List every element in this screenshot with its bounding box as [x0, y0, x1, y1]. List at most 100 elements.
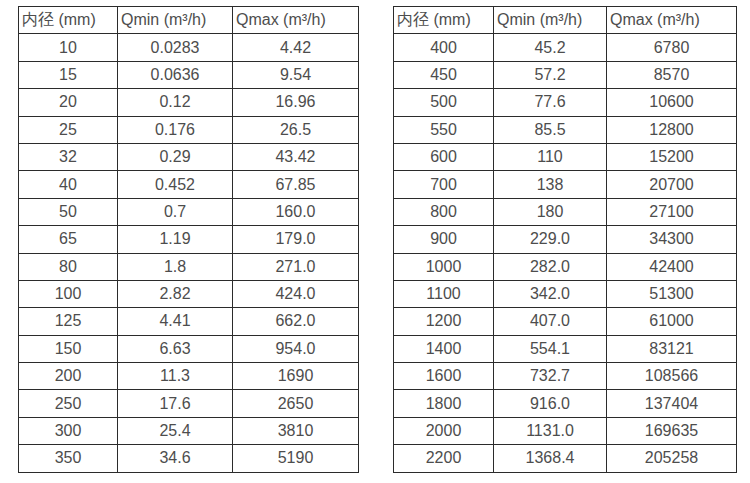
table-row: 80018027100 [394, 198, 737, 225]
table-row: 250.17626.5 [19, 116, 359, 143]
table-cell: 10600 [607, 89, 737, 116]
table-cell: 4.42 [233, 34, 359, 61]
table-cell: 1.8 [118, 253, 233, 280]
table-row: 55085.512800 [394, 116, 737, 143]
table-cell: 0.29 [118, 143, 233, 170]
table-cell: 160.0 [233, 198, 359, 225]
page: 内径 (mm) Qmin (m³/h) Qmax (m³/h) 100.0283… [0, 0, 750, 483]
table-header: 内径 (mm) Qmin (m³/h) Qmax (m³/h) [394, 7, 737, 34]
table-cell: 32 [19, 143, 118, 170]
table-row: 400.45267.85 [19, 171, 359, 198]
table-body: 40045.2678045057.2857050077.61060055085.… [394, 34, 737, 472]
table-cell: 900 [394, 226, 494, 253]
table-cell: 17.6 [118, 390, 233, 417]
table-cell: 3810 [233, 417, 359, 444]
table-row: 70013820700 [394, 171, 737, 198]
table-cell: 205258 [607, 445, 737, 472]
table-cell: 1800 [394, 390, 494, 417]
table-cell: 108566 [607, 363, 737, 390]
table-header: 内径 (mm) Qmin (m³/h) Qmax (m³/h) [19, 7, 359, 34]
table-row: 900229.034300 [394, 226, 737, 253]
table-cell: 450 [394, 61, 494, 88]
table-cell: 138 [494, 171, 607, 198]
table-row: 1000282.042400 [394, 253, 737, 280]
table-cell: 1368.4 [494, 445, 607, 472]
table-cell: 15200 [607, 143, 737, 170]
table-cell: 500 [394, 89, 494, 116]
table-row: 1100342.051300 [394, 280, 737, 307]
table-cell: 85.5 [494, 116, 607, 143]
table-cell: 83121 [607, 335, 737, 362]
table-cell: 45.2 [494, 34, 607, 61]
table-row: 45057.28570 [394, 61, 737, 88]
table-row: 1600732.7108566 [394, 363, 737, 390]
table-cell: 57.2 [494, 61, 607, 88]
table-cell: 200 [19, 363, 118, 390]
table-cell: 8570 [607, 61, 737, 88]
table-row: 35034.65190 [19, 445, 359, 472]
table-row: 100.02834.42 [19, 34, 359, 61]
table-cell: 600 [394, 143, 494, 170]
table-cell: 916.0 [494, 390, 607, 417]
table-row: 25017.62650 [19, 390, 359, 417]
table-cell: 80 [19, 253, 118, 280]
table-cell: 137404 [607, 390, 737, 417]
table-cell: 51300 [607, 280, 737, 307]
table-row: 801.8271.0 [19, 253, 359, 280]
table-row: 1800916.0137404 [394, 390, 737, 417]
table-row: 22001368.4205258 [394, 445, 737, 472]
table-cell: 25 [19, 116, 118, 143]
table-cell: 1000 [394, 253, 494, 280]
table-cell: 2200 [394, 445, 494, 472]
table-cell: 300 [19, 417, 118, 444]
table-cell: 26.5 [233, 116, 359, 143]
table-cell: 65 [19, 226, 118, 253]
table-cell: 150 [19, 335, 118, 362]
table-cell: 50 [19, 198, 118, 225]
table-cell: 407.0 [494, 308, 607, 335]
table-row: 20011.31690 [19, 363, 359, 390]
table-cell: 1690 [233, 363, 359, 390]
table-cell: 282.0 [494, 253, 607, 280]
table-cell: 179.0 [233, 226, 359, 253]
header-row: 内径 (mm) Qmin (m³/h) Qmax (m³/h) [394, 7, 737, 34]
table-cell: 554.1 [494, 335, 607, 362]
table-cell: 42400 [607, 253, 737, 280]
table-cell: 800 [394, 198, 494, 225]
table-cell: 2.82 [118, 280, 233, 307]
table-cell: 25.4 [118, 417, 233, 444]
table-cell: 15 [19, 61, 118, 88]
table-row: 200.1216.96 [19, 89, 359, 116]
table-cell: 271.0 [233, 253, 359, 280]
table-cell: 4.41 [118, 308, 233, 335]
table-cell: 27100 [607, 198, 737, 225]
table-cell: 43.42 [233, 143, 359, 170]
table-cell: 400 [394, 34, 494, 61]
table-cell: 342.0 [494, 280, 607, 307]
table-cell: 0.452 [118, 171, 233, 198]
table-cell: 20700 [607, 171, 737, 198]
table-cell: 6.63 [118, 335, 233, 362]
header-qmax: Qmax (m³/h) [233, 7, 359, 34]
table-cell: 20 [19, 89, 118, 116]
table-cell: 11.3 [118, 363, 233, 390]
table-row: 20001131.0169635 [394, 417, 737, 444]
header-row: 内径 (mm) Qmin (m³/h) Qmax (m³/h) [19, 7, 359, 34]
header-qmin: Qmin (m³/h) [494, 7, 607, 34]
table-cell: 5190 [233, 445, 359, 472]
table-body: 100.02834.42150.06369.54200.1216.96250.1… [19, 34, 359, 472]
table-cell: 550 [394, 116, 494, 143]
header-qmax: Qmax (m³/h) [607, 7, 737, 34]
table-cell: 732.7 [494, 363, 607, 390]
table-cell: 12800 [607, 116, 737, 143]
table-cell: 169635 [607, 417, 737, 444]
table-cell: 229.0 [494, 226, 607, 253]
table-cell: 34300 [607, 226, 737, 253]
table-cell: 110 [494, 143, 607, 170]
table-cell: 2650 [233, 390, 359, 417]
flow-spec-table-large-diameters: 内径 (mm) Qmin (m³/h) Qmax (m³/h) 40045.2 6… [393, 6, 737, 473]
table-row: 1200407.061000 [394, 308, 737, 335]
table-row: 1254.41662.0 [19, 308, 359, 335]
table-cell: 954.0 [233, 335, 359, 362]
table-cell: 77.6 [494, 89, 607, 116]
